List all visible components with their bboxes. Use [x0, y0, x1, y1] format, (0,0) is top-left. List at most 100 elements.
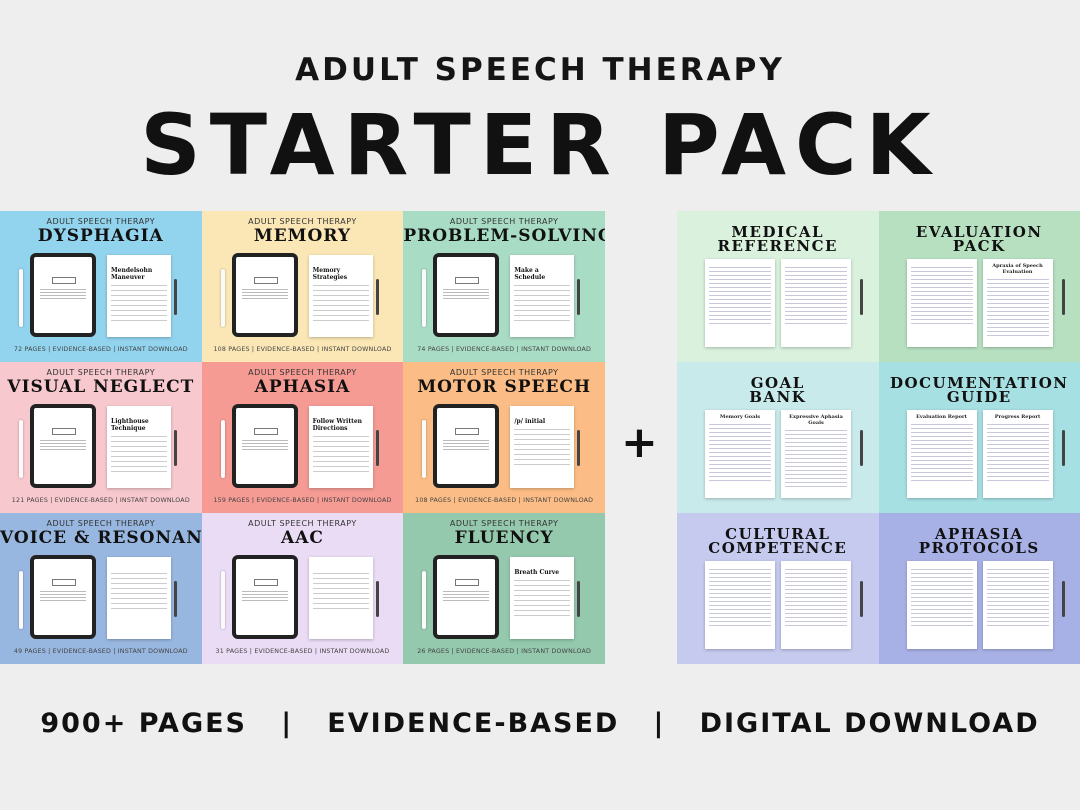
dark-pencil — [1061, 430, 1065, 466]
dark-pencil — [860, 430, 863, 466]
document-lines — [709, 424, 771, 484]
document-lines — [910, 569, 973, 629]
document-lines — [785, 267, 847, 327]
product-tile: ADULT SPEECH THERAPY MEMORY Memory Strateg… — [201, 211, 404, 362]
tablet-mockup — [30, 555, 96, 639]
bonus-documents — [906, 561, 1053, 649]
tile-footer: 72 PAGES | EVIDENCE-BASED | INSTANT DOWN… — [13, 346, 188, 353]
document-page: Expressive Aphasia Goals — [781, 410, 851, 498]
document-page — [705, 259, 775, 347]
document-page — [781, 259, 851, 347]
worksheet-title: Breath Curve — [514, 569, 560, 576]
worksheet-lines — [111, 573, 167, 613]
dark-pencil — [577, 581, 581, 617]
stylus-pencil — [19, 571, 23, 629]
bonus-title: APHASIA PROTOCOLS — [918, 525, 1040, 557]
tile-subtitle: ADULT SPEECH THERAPY — [248, 217, 357, 226]
tile-title: APHASIA — [254, 377, 351, 397]
document-title: Memory Goals — [719, 414, 761, 420]
tile-title: MEMORY — [253, 226, 352, 246]
tile-title: MOTOR SPEECH — [417, 377, 592, 397]
tile-subtitle: ADULT SPEECH THERAPY — [46, 217, 156, 226]
dark-pencil — [375, 430, 379, 466]
tile-title: AAC — [281, 528, 324, 548]
tile-title: FLUENCY — [454, 528, 554, 548]
product-tile: ADULT SPEECH THERAPY APHASIA Follow Writte… — [201, 362, 404, 513]
worksheet-page: Mendelsohn Maneuver — [107, 255, 171, 337]
worksheet-page: Make a Schedule — [510, 255, 575, 337]
document-lines — [910, 267, 973, 327]
document-page — [705, 561, 775, 649]
tablet-mockup — [433, 404, 500, 488]
worksheet-lines — [111, 436, 167, 476]
bottom-tagline: 900+ PAGES | EVIDENCE-BASED | DIGITAL DO… — [40, 708, 1040, 739]
tablet-mockup — [231, 404, 298, 488]
worksheet-title: Mendelsohn Maneuver — [111, 267, 153, 281]
dark-pencil — [1061, 581, 1065, 617]
document-page — [982, 561, 1053, 649]
worksheet-page — [107, 557, 171, 639]
tile-footer: 74 PAGES | EVIDENCE-BASED | INSTANT DOWN… — [417, 346, 592, 353]
course-grid: ADULT SPEECH THERAPY DYSPHAGIA Mendelsohn … — [0, 211, 605, 664]
document-lines — [709, 267, 771, 327]
tile-title: PROBLEM-SOLVING — [403, 226, 605, 246]
dark-pencil — [174, 430, 177, 466]
bonus-documents: Memory Goals Expressive Aphasia Goals — [705, 410, 851, 498]
worksheet-lines — [312, 285, 369, 325]
document-page — [906, 259, 977, 347]
tile-footer: 108 PAGES | EVIDENCE-BASED | INSTANT DOW… — [415, 497, 594, 504]
worksheet-page: Breath Curve — [510, 557, 575, 639]
dark-pencil — [577, 279, 581, 315]
tablet-screen — [437, 559, 496, 635]
document-page: Apraxia of Speech Evaluation — [982, 259, 1053, 347]
bonus-documents — [705, 259, 851, 347]
product-tile: ADULT SPEECH THERAPY FLUENCY Breath Curve 2… — [403, 513, 605, 664]
worksheet-lines — [312, 436, 369, 476]
dark-pencil — [375, 279, 379, 315]
header-title: STARTER PACK — [140, 96, 940, 194]
worksheet-page: Memory Strategies — [308, 255, 373, 337]
document-title: Expressive Aphasia Goals — [789, 414, 843, 426]
tablet-mockup — [231, 555, 298, 639]
dark-pencil — [860, 279, 863, 315]
bonus-tile: DOCUMENTATION GUIDE Evaluation Report Progr… — [878, 362, 1080, 513]
document-lines — [785, 569, 847, 629]
bonus-title: EVALUATION PACK — [915, 223, 1043, 255]
tile-subtitle: ADULT SPEECH THERAPY — [46, 519, 156, 528]
tile-subtitle: ADULT SPEECH THERAPY — [248, 368, 357, 377]
tile-footer: 49 PAGES | EVIDENCE-BASED | INSTANT DOWN… — [13, 648, 188, 655]
bonus-tile: CULTURAL COMPETENCE — [677, 513, 879, 664]
worksheet-title: Follow Written Directions — [312, 418, 363, 432]
tablet-mockup — [30, 253, 96, 337]
document-lines — [986, 424, 1049, 484]
document-page — [906, 561, 977, 649]
dark-pencil — [860, 581, 863, 617]
tablet-mockup — [433, 253, 500, 337]
tablet-mockup — [30, 404, 96, 488]
document-page: Progress Report — [982, 410, 1053, 498]
worksheet-lines — [514, 285, 571, 325]
plus-sign: + — [621, 417, 658, 468]
tablet-screen — [235, 257, 294, 333]
dark-pencil — [1061, 279, 1065, 315]
tile-footer: 108 PAGES | EVIDENCE-BASED | INSTANT DOW… — [213, 346, 392, 353]
tile-subtitle: ADULT SPEECH THERAPY — [248, 519, 357, 528]
tablet-screen — [34, 408, 92, 484]
bonus-title: MEDICAL REFERENCE — [717, 223, 838, 255]
document-lines — [709, 569, 771, 629]
product-tile: ADULT SPEECH THERAPY PROBLEM-SOLVING Make … — [403, 211, 605, 362]
product-tile: ADULT SPEECH THERAPY AAC 31 PAGES | EVIDEN… — [201, 513, 404, 664]
tablet-mockup — [231, 253, 298, 337]
worksheet-lines — [514, 429, 571, 469]
bonus-documents: Apraxia of Speech Evaluation — [906, 259, 1053, 347]
product-tile: ADULT SPEECH THERAPY DYSPHAGIA Mendelsohn … — [0, 211, 202, 362]
bonus-title: CULTURAL COMPETENCE — [708, 525, 848, 557]
worksheet-page: Follow Written Directions — [308, 406, 373, 488]
bonus-tile: EVALUATION PACK Apraxia of Speech Evaluati… — [878, 211, 1080, 362]
stylus-pencil — [422, 269, 427, 327]
dark-pencil — [174, 279, 177, 315]
bonus-tile: APHASIA PROTOCOLS — [878, 513, 1080, 664]
worksheet-page — [308, 557, 373, 639]
tablet-screen — [235, 408, 294, 484]
